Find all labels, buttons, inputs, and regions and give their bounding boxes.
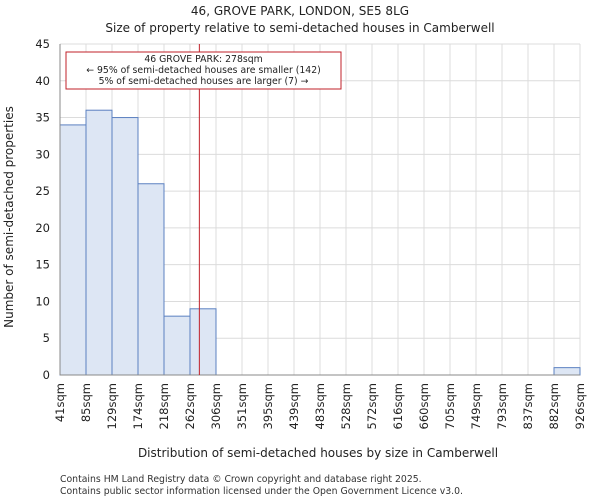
x-tick-label: 129sqm	[105, 383, 119, 429]
x-tick-label: 793sqm	[495, 383, 509, 429]
bar-882sqm	[553, 367, 581, 376]
x-tick-label: 837sqm	[521, 383, 535, 429]
x-tick-label: 351sqm	[235, 383, 249, 429]
y-tick-label: 10	[35, 294, 50, 308]
annotation-line-2: ← 95% of semi-detached houses are smalle…	[86, 65, 320, 76]
y-tick-label: 30	[35, 147, 50, 161]
footer-line-1: Contains HM Land Registry data © Crown c…	[60, 474, 422, 485]
y-tick-label: 45	[35, 37, 50, 51]
annotation-line-1: 46 GROVE PARK: 278sqm	[144, 54, 262, 65]
y-tick-label: 40	[35, 74, 50, 88]
y-tick-label: 0	[43, 368, 50, 382]
x-tick-label: 749sqm	[469, 383, 483, 429]
x-tick-label: 174sqm	[131, 383, 145, 429]
bar-262sqm	[189, 308, 217, 376]
y-tick-labels: 0 5 10 15 20 25 30 35 40 45	[35, 37, 50, 382]
x-tick-label: 882sqm	[547, 383, 561, 429]
x-tick-label: 572sqm	[365, 383, 379, 429]
x-tick-label: 306sqm	[209, 383, 223, 429]
chart-title: 46, GROVE PARK, LONDON, SE5 8LG	[191, 4, 409, 18]
x-tick-label: 528sqm	[339, 383, 353, 429]
x-tick-label: 616sqm	[391, 383, 405, 429]
x-tick-label: 218sqm	[157, 383, 171, 429]
bar-129sqm	[111, 117, 139, 376]
annotation-box: 46 GROVE PARK: 278sqm ← 95% of semi-deta…	[65, 51, 342, 90]
y-tick-label: 15	[35, 258, 50, 272]
x-axis-label: Distribution of semi-detached houses by …	[138, 446, 498, 460]
y-axis-label: Number of semi-detached properties	[2, 106, 16, 328]
y-tick-label: 5	[43, 331, 50, 345]
bar-41sqm	[59, 124, 87, 376]
bar-85sqm	[85, 109, 113, 376]
x-tick-label: 395sqm	[261, 383, 275, 429]
bar-218sqm	[163, 315, 191, 376]
footer-line-2: Contains public sector information licen…	[60, 486, 463, 497]
bar-layer	[59, 109, 581, 376]
annotation-line-3: 5% of semi-detached houses are larger (7…	[99, 76, 309, 87]
x-tick-label: 926sqm	[573, 383, 587, 429]
x-tick-label: 705sqm	[443, 383, 457, 429]
chart-subtitle: Size of property relative to semi-detach…	[105, 21, 494, 35]
x-tick-label: 85sqm	[79, 383, 93, 422]
x-tick-label: 660sqm	[417, 383, 431, 429]
y-tick-label: 20	[35, 221, 50, 235]
x-tick-label: 483sqm	[313, 383, 327, 429]
x-tick-label: 262sqm	[183, 383, 197, 429]
x-tick-label: 439sqm	[287, 383, 301, 429]
bar-174sqm	[137, 183, 165, 376]
y-tick-label: 25	[35, 184, 50, 198]
annotation-box-border	[65, 51, 342, 90]
x-tick-labels: 41sqm 85sqm 129sqm 174sqm 218sqm 262sqm 306sqm…	[53, 383, 587, 429]
y-tick-label: 35	[35, 111, 50, 125]
x-tick-label: 41sqm	[53, 383, 67, 422]
